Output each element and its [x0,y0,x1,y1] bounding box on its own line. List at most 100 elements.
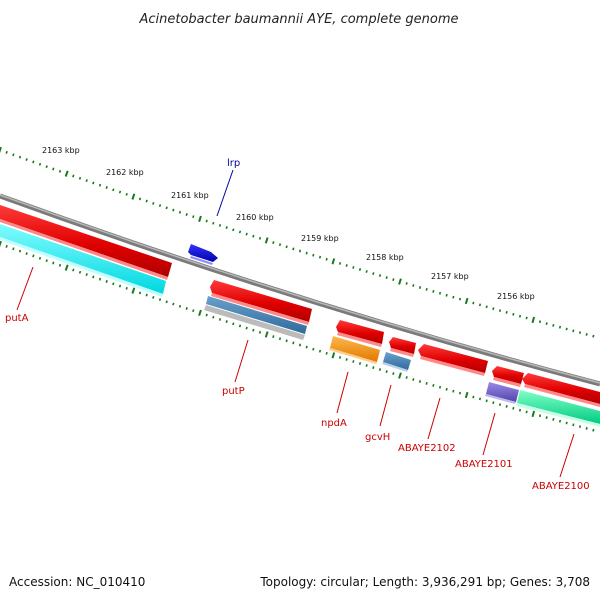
minor-tick [272,335,275,339]
scale-labels: 2163 kbp 2162 kbp 2161 kbp 2160 kbp 2159… [42,146,535,301]
major-tick [398,278,402,285]
gene-label-putP[interactable]: putP [222,386,245,397]
minor-tick [5,150,8,154]
minor-tick [592,428,595,432]
minor-tick [225,320,228,324]
genome-backbone [0,193,600,387]
minor-tick [405,376,408,379]
gene-label-gcvH[interactable]: gcvH [365,432,390,443]
minor-tick [205,313,208,317]
minor-tick [578,331,582,334]
minor-tick [558,419,562,423]
minor-tick [325,351,328,355]
minor-tick [345,264,348,267]
minor-tick [118,190,122,194]
minor-tick [152,295,155,299]
leader-lines [16,169,575,478]
minor-tick [245,232,248,236]
minor-tick [545,416,548,420]
minor-tick [425,287,428,291]
minor-tick [105,186,108,189]
minor-tick [505,310,508,314]
minor-tick [385,276,388,280]
minor-tick [418,286,422,289]
scale-label-2157: 2157 kbp [431,272,469,281]
minor-tick [252,234,255,238]
minor-tick [365,364,368,367]
minor-tick [492,307,495,311]
minor-tick [392,372,395,376]
gene-label-lrp[interactable]: lrp [227,158,240,169]
gene-ABAYE2100[interactable] [516,373,600,427]
minor-tick [258,236,262,240]
major-tick [398,372,402,379]
gene-gcvH[interactable] [382,337,416,372]
minor-tick [158,204,162,208]
minor-tick [305,251,308,255]
minor-tick [565,421,568,425]
minor-tick [438,291,442,295]
major-tick [331,258,336,265]
minor-tick [365,270,368,273]
gene-label-ABAYE2102[interactable]: ABAYE2102 [398,443,456,454]
major-tick [531,316,536,324]
minor-tick [552,323,555,327]
minor-tick [52,167,55,171]
scale-label-2158: 2158 kbp [366,253,404,262]
gene-label-npdA[interactable]: npdA [321,418,347,429]
minor-tick [58,169,62,173]
minor-tick [85,179,88,183]
minor-tick [412,378,415,381]
minor-tick [312,347,315,351]
gene-label-ABAYE2100[interactable]: ABAYE2100 [532,481,590,492]
minor-tick [98,183,102,187]
gene-ABAYE2101[interactable] [485,366,524,404]
major-tick [0,146,2,153]
minor-tick [285,339,288,343]
minor-tick [538,320,542,324]
minor-tick [585,332,588,336]
major-tick [64,170,69,177]
major-tick [0,240,2,247]
gene-label-ABAYE2101[interactable]: ABAYE2101 [455,459,513,470]
minor-tick [152,201,155,205]
outer-scale-ticks [0,146,595,338]
minor-tick [472,395,475,399]
gene-putA[interactable] [0,205,172,297]
minor-tick [572,329,575,333]
minor-tick [352,266,355,269]
major-tick [198,215,202,223]
gene-label-putA[interactable]: putA [5,313,29,324]
minor-tick [278,243,282,247]
gene-lrp[interactable] [188,244,218,265]
gene-putP[interactable] [204,280,312,340]
minor-tick [552,417,555,421]
minor-tick [358,268,362,271]
minor-tick [438,385,442,389]
minor-tick [278,337,282,341]
major-tick [131,193,136,200]
minor-tick [192,309,195,313]
gene-npdA[interactable] [329,320,384,364]
minor-tick [78,270,82,274]
minor-tick [32,254,35,258]
minor-tick [225,226,228,230]
gene-ABAYE2102[interactable] [418,344,488,376]
minor-tick [212,221,215,225]
minor-tick [425,381,428,385]
minor-tick [445,387,448,391]
major-tick [264,331,269,338]
minor-tick [305,345,308,349]
minor-tick [78,176,82,180]
minor-tick [285,245,288,249]
major-tick [264,237,269,244]
minor-tick [512,406,515,410]
minor-tick [378,368,382,372]
minor-tick [258,330,262,334]
minor-tick [298,343,302,347]
minor-tick [85,273,88,277]
minor-tick [312,253,315,257]
genome-summary-text: Topology: circular; Length: 3,936,291 bp… [260,575,590,589]
minor-tick [352,360,355,363]
